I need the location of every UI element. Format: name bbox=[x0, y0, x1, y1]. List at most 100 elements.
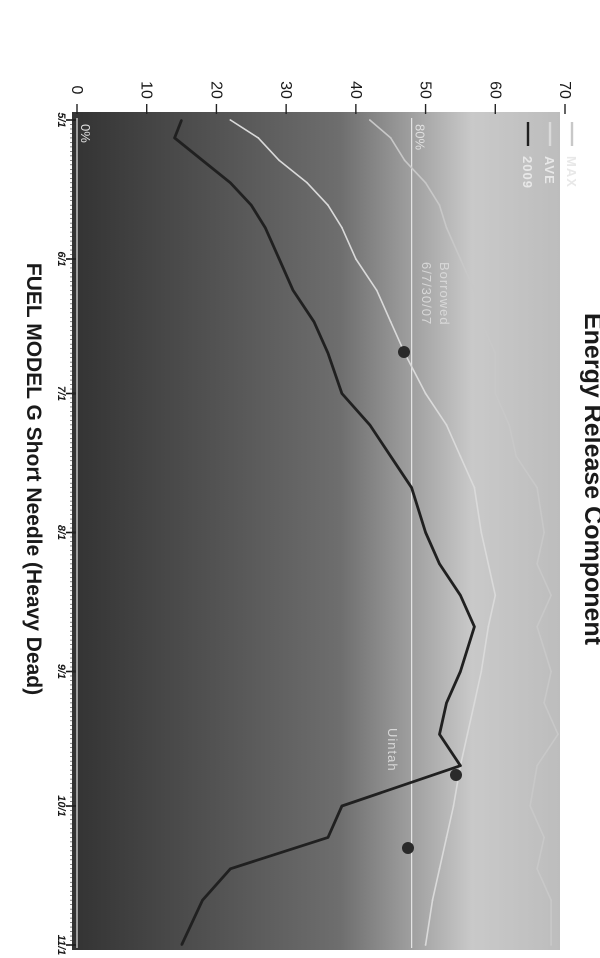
data-point bbox=[229, 119, 232, 121]
data-point bbox=[473, 625, 476, 628]
data-point bbox=[480, 320, 483, 323]
data-point bbox=[327, 352, 329, 355]
data-point bbox=[487, 562, 490, 565]
data-point bbox=[536, 867, 539, 870]
data-point bbox=[494, 594, 497, 597]
data-point bbox=[341, 805, 343, 807]
data-point bbox=[543, 531, 545, 534]
data-point bbox=[389, 320, 392, 323]
data-point bbox=[354, 258, 357, 260]
data-point bbox=[250, 204, 253, 207]
x-tick-label: 8/1 bbox=[55, 525, 67, 540]
x-tick-label: 5/1 bbox=[55, 112, 67, 127]
data-point bbox=[536, 764, 539, 767]
data-point bbox=[313, 320, 315, 323]
annotation-label: 6/7/30/07 bbox=[419, 262, 434, 325]
y-tick-label: 70 bbox=[556, 81, 573, 99]
x-axis-minor-ticks bbox=[70, 119, 76, 946]
data-point bbox=[550, 944, 552, 946]
data-point bbox=[550, 670, 552, 673]
plot-area bbox=[72, 112, 560, 950]
data-point bbox=[536, 562, 539, 565]
data-point bbox=[327, 204, 329, 207]
legend-label: MAX bbox=[564, 156, 579, 188]
data-point bbox=[368, 423, 371, 426]
data-point bbox=[424, 392, 427, 395]
data-point bbox=[341, 392, 343, 395]
data-point bbox=[494, 392, 497, 395]
data-point bbox=[487, 625, 490, 628]
percentile-label: 0% bbox=[78, 124, 93, 143]
data-point bbox=[550, 594, 552, 597]
x-axis-label: FUEL MODEL G Short Needle (Heavy Dead) bbox=[22, 263, 45, 695]
legend-label: 2009 bbox=[520, 156, 535, 189]
y-tick-label: 40 bbox=[347, 81, 364, 99]
percentile-lines: 0% 80% bbox=[76, 118, 428, 948]
data-point bbox=[410, 486, 413, 489]
data-point bbox=[445, 226, 448, 229]
data-point bbox=[306, 181, 308, 184]
data-point bbox=[403, 159, 406, 162]
data-point bbox=[473, 289, 476, 292]
data-point bbox=[438, 562, 441, 565]
data-point bbox=[292, 289, 295, 292]
data-point bbox=[264, 226, 267, 229]
data-point bbox=[459, 764, 462, 767]
data-point bbox=[543, 701, 545, 704]
x-axis-label-group: FUEL MODEL G Short Needle (Heavy Dead) bbox=[22, 263, 45, 695]
data-point bbox=[459, 594, 462, 597]
chart-title: Energy Release Component bbox=[579, 313, 600, 646]
data-point bbox=[445, 701, 448, 704]
y-tick-label: 20 bbox=[207, 81, 224, 99]
y-tick-label: 10 bbox=[138, 81, 155, 99]
data-point bbox=[431, 899, 434, 902]
data-point bbox=[368, 119, 371, 121]
x-tick-label: 7/1 bbox=[55, 386, 67, 401]
data-point bbox=[445, 423, 448, 426]
data-point bbox=[515, 455, 518, 458]
data-point bbox=[480, 670, 483, 673]
data-point bbox=[327, 836, 329, 839]
data-point bbox=[536, 486, 539, 489]
data-point bbox=[201, 159, 204, 162]
data-point bbox=[438, 733, 441, 736]
y-axis-ticks: 0 10 20 30 40 50 60 70 bbox=[68, 81, 573, 114]
annotation-label: Borrowed bbox=[437, 262, 452, 326]
chart-title-group: Energy Release Component bbox=[579, 313, 600, 646]
data-point bbox=[438, 867, 441, 870]
annotation-marker bbox=[402, 842, 414, 854]
data-point bbox=[543, 836, 545, 839]
data-point bbox=[452, 805, 455, 807]
data-point bbox=[438, 204, 441, 207]
data-point bbox=[459, 455, 462, 458]
data-point bbox=[424, 944, 427, 946]
data-point bbox=[278, 159, 281, 162]
x-tick-label: 6/1 bbox=[55, 251, 67, 266]
data-point bbox=[173, 137, 176, 139]
data-point bbox=[494, 352, 497, 355]
data-point bbox=[473, 701, 476, 704]
data-point bbox=[480, 531, 483, 534]
data-point bbox=[389, 455, 392, 458]
data-point bbox=[445, 836, 448, 839]
data-point bbox=[229, 867, 232, 870]
legend: MAX AVE 2009 bbox=[520, 122, 579, 189]
data-point bbox=[466, 733, 469, 736]
data-point bbox=[389, 137, 392, 139]
data-point bbox=[180, 944, 183, 946]
data-point bbox=[180, 119, 183, 121]
data-point bbox=[424, 181, 427, 184]
data-point bbox=[201, 899, 204, 902]
data-point bbox=[557, 733, 559, 736]
legend-label: AVE bbox=[542, 156, 557, 185]
x-tick-label: 11/1 bbox=[55, 935, 67, 956]
data-point bbox=[341, 226, 343, 229]
annotation-marker bbox=[398, 346, 410, 358]
data-point bbox=[424, 531, 427, 534]
data-point bbox=[257, 137, 260, 139]
annotation-marker bbox=[450, 769, 462, 781]
data-point bbox=[229, 181, 232, 184]
data-point bbox=[529, 805, 532, 807]
